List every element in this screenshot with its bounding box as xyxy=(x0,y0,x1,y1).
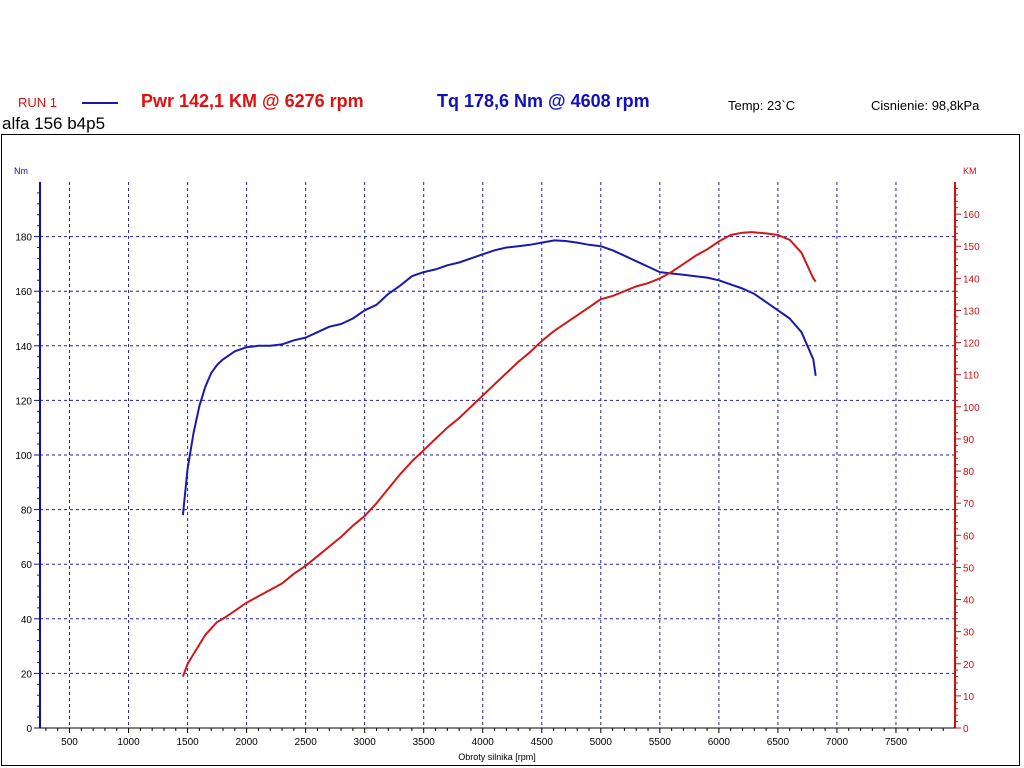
series xyxy=(181,231,817,677)
pressure-readout: Cisnienie: 98,8kPa xyxy=(871,98,980,113)
right-tick-label: 60 xyxy=(963,531,975,542)
x-axis-label: Obroty silnika [rpm] xyxy=(458,752,536,762)
left-tick-label: 60 xyxy=(21,560,33,571)
right-tick-label: 80 xyxy=(963,467,975,478)
x-tick-label: 1000 xyxy=(117,737,140,748)
right-tick-label: 110 xyxy=(963,371,979,382)
left-tick-label: 80 xyxy=(21,506,33,517)
left-tick-label: 0 xyxy=(26,724,32,735)
left-tick-label: 180 xyxy=(15,233,32,244)
torque-curve xyxy=(181,239,817,516)
left-tick-label: 160 xyxy=(15,287,32,298)
right-tick-label: 10 xyxy=(963,692,975,703)
x-tick-label: 6500 xyxy=(767,737,790,748)
x-tick-label: 2000 xyxy=(235,737,258,748)
x-tick-label: 5500 xyxy=(649,737,672,748)
right-tick-label: 0 xyxy=(963,724,969,735)
x-tick-label: 5000 xyxy=(590,737,613,748)
x-tick-label: 1500 xyxy=(176,737,199,748)
right-tick-label: 90 xyxy=(963,435,975,446)
ticks: 500 1000 1500 2000 2500 3000 3500 4000 4500 5000 5… xyxy=(15,187,980,748)
x-tick-label: 4500 xyxy=(531,737,554,748)
run-label: RUN 1 xyxy=(18,95,58,110)
left-tick-label: 100 xyxy=(15,451,32,462)
right-tick-label: 20 xyxy=(963,660,975,671)
x-tick-label: 2500 xyxy=(295,737,318,748)
grid-lines xyxy=(40,182,955,728)
right-tick-label: 40 xyxy=(963,596,975,607)
left-tick-label: 20 xyxy=(21,669,33,680)
x-tick-label: 7500 xyxy=(885,737,908,748)
chart-frame xyxy=(1,134,1020,766)
right-tick-label: 130 xyxy=(963,306,980,317)
x-tick-label: 500 xyxy=(61,737,78,748)
torque-legend-swatch xyxy=(82,102,118,104)
left-tick-label: 120 xyxy=(15,396,32,407)
power-peak-summary: Pwr 142,1 KM @ 6276 rpm xyxy=(141,91,364,111)
vehicle-name: alfa 156 b4p5 xyxy=(2,114,106,133)
x-tick-label: 7000 xyxy=(826,737,849,748)
right-tick-label: 70 xyxy=(963,499,975,510)
right-tick-label: 120 xyxy=(963,339,980,350)
left-axis-unit: Nm xyxy=(14,166,28,176)
right-tick-label: 30 xyxy=(963,628,975,639)
x-tick-label: 3000 xyxy=(354,737,377,748)
x-tick-label: 3500 xyxy=(413,737,436,748)
torque-peak-summary: Tq 178,6 Nm @ 4608 rpm xyxy=(437,91,650,111)
x-tick-label: 4000 xyxy=(472,737,495,748)
right-axis-unit: KM xyxy=(963,166,977,176)
left-tick-label: 40 xyxy=(21,615,33,626)
power-curve xyxy=(181,231,817,677)
right-tick-label: 100 xyxy=(963,403,980,414)
right-tick-label: 140 xyxy=(963,274,980,285)
right-tick-label: 160 xyxy=(963,210,980,221)
left-tick-label: 140 xyxy=(15,342,32,353)
x-tick-label: 6000 xyxy=(708,737,731,748)
right-tick-label: 150 xyxy=(963,242,980,253)
right-tick-label: 50 xyxy=(963,563,975,574)
temperature-readout: Temp: 23`C xyxy=(728,98,796,113)
